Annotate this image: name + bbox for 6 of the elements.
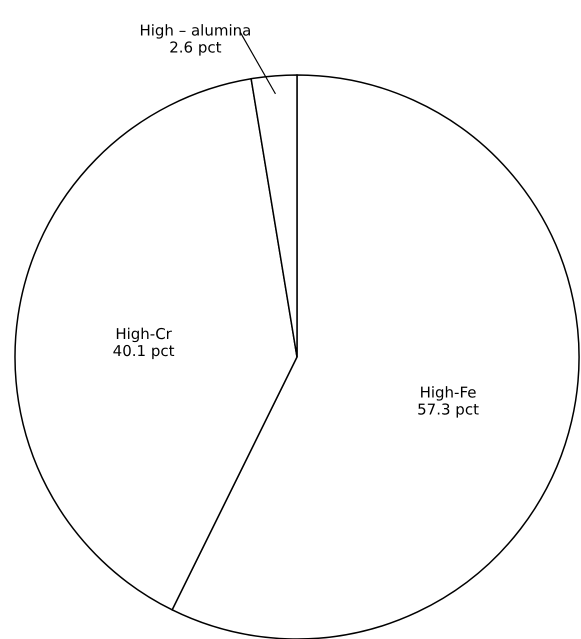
data-label: 40.1 pct bbox=[112, 342, 175, 360]
slice-label: High-Cr bbox=[115, 325, 173, 344]
slice-label: High-Fe bbox=[420, 383, 477, 402]
slice-label: High – alumina bbox=[139, 21, 252, 40]
data-label: 57.3 pct bbox=[417, 400, 480, 418]
data-label: 2.6 pct bbox=[169, 38, 222, 56]
